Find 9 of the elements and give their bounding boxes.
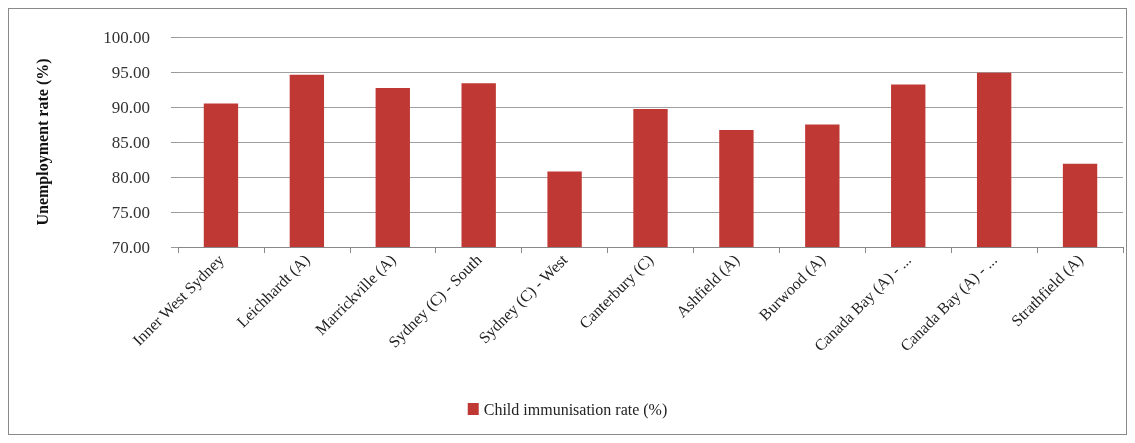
y-tick-label: 90.00: [111, 97, 150, 117]
y-tick-label: 75.00: [111, 202, 150, 222]
y-tick-label: 80.00: [111, 167, 150, 187]
y-tick-label: 70.00: [111, 237, 150, 257]
legend-label: Child immunisation rate (%): [483, 400, 668, 419]
y-tick-label: 100.00: [103, 27, 150, 47]
y-tick-label: 85.00: [111, 132, 150, 152]
y-tick-label: 95.00: [111, 62, 150, 82]
y-axis-title: Unemployment rate (%): [33, 58, 52, 226]
